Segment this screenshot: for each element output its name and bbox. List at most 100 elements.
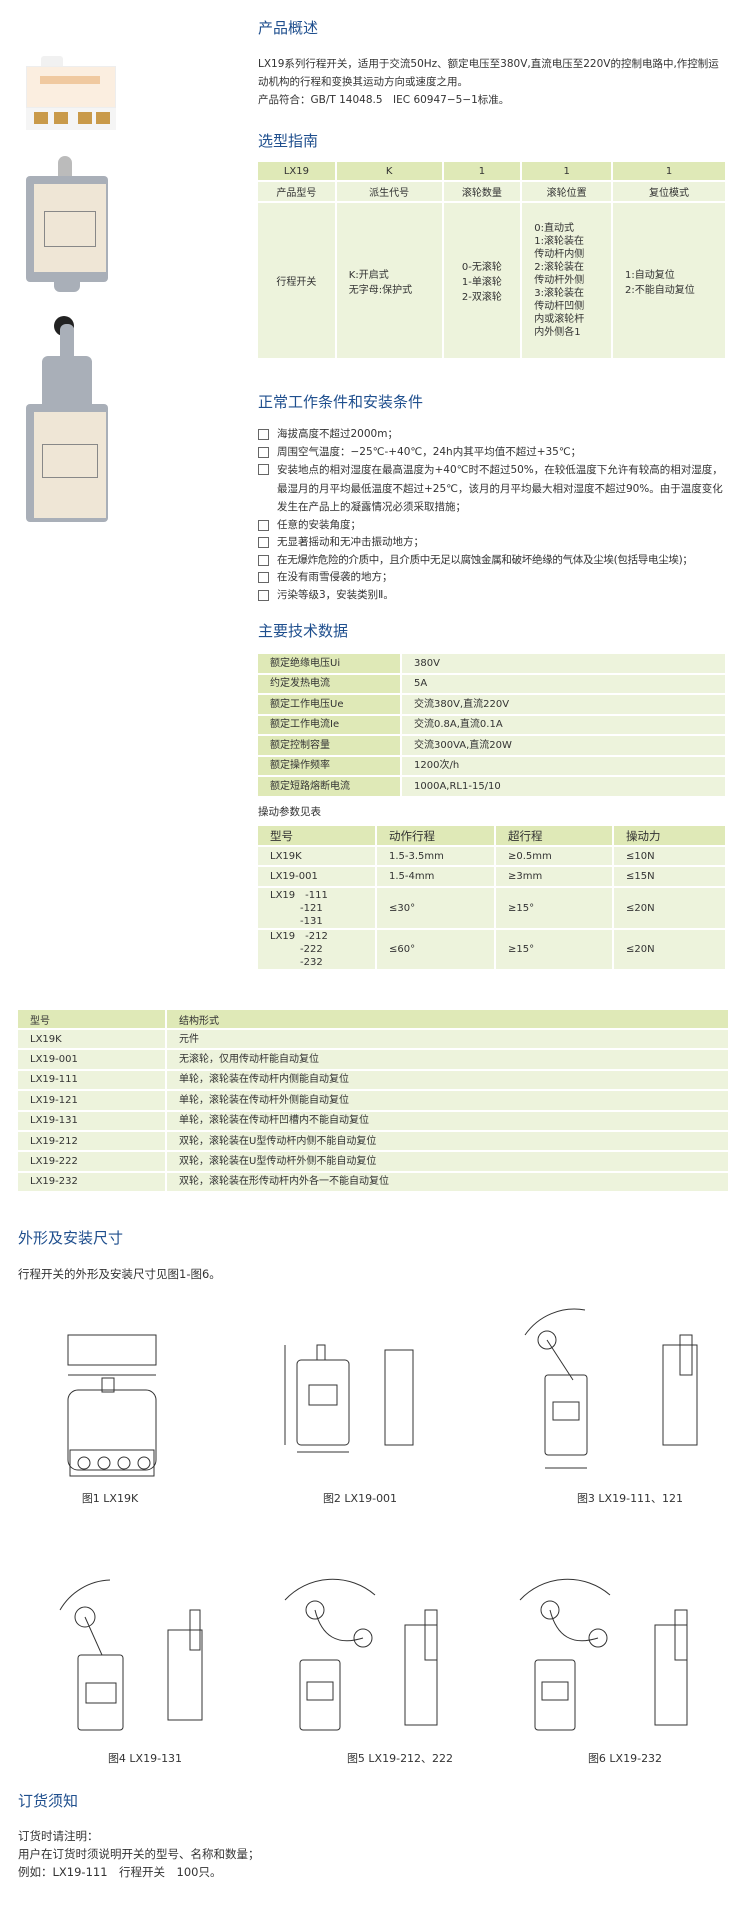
- header-cell: 结构形式: [167, 1010, 728, 1030]
- checkbox-icon: [258, 537, 269, 548]
- header-cell: 型号: [258, 826, 377, 847]
- value-cell: 1:自动复位 2:不能自动复位: [613, 203, 725, 360]
- table-cell: 约定发热电流: [258, 674, 402, 695]
- table-cell: 1.5-3.5mm: [377, 847, 496, 867]
- table-cell: ≤10N: [614, 847, 725, 867]
- tech-heading: 主要技术数据: [258, 622, 349, 640]
- product-photo-lx19k: [26, 56, 116, 130]
- checkbox-icon: [258, 589, 269, 601]
- checkbox-icon: [258, 446, 269, 458]
- condition-item: 在没有雨雪侵袭的地方；: [258, 569, 728, 587]
- table-row: 额定控制容量 交流300VA,直流20W: [258, 736, 725, 757]
- table-row: LX19 -212 -222 -232 ≤60° ≥15° ≤20N: [258, 930, 725, 971]
- header-cell: 超行程: [496, 826, 614, 847]
- figure-2-drawing: [284, 1344, 414, 1453]
- figure-4-caption: 图4 LX19-131: [107, 1752, 183, 1765]
- value-line: 传动杆凹侧: [534, 301, 585, 312]
- table-cell: ≤20N: [614, 930, 725, 971]
- table-cell: ≤15N: [614, 867, 725, 888]
- value-cell: K:开启式 无字母:保护式: [336, 203, 444, 360]
- table-cell: 1000A,RL1-15/10: [402, 777, 725, 798]
- header-cell: 动作行程: [377, 826, 496, 847]
- table-row: 额定操作频率 1200次/h: [258, 756, 725, 777]
- figure-6-drawing: [519, 1578, 688, 1731]
- table-cell: 额定工作电压Ue: [258, 695, 402, 716]
- table-cell: 双轮，滚轮装在U型传动杆内侧不能自动复位: [167, 1131, 728, 1153]
- value-line: 内外侧各1: [534, 327, 581, 338]
- table-row: LX19-131 单轮，滚轮装在传动杆凹槽内不能自动复位: [18, 1111, 728, 1132]
- table-cell: LX19-121: [18, 1091, 167, 1112]
- table-cell: ≥0.5mm: [496, 847, 614, 867]
- dimensions-intro: 行程开关的外形及安装尺寸见图1-图6。: [18, 1267, 221, 1281]
- table-cell: ≤60°: [377, 930, 496, 971]
- value-line: 1:滚轮装在: [534, 236, 585, 247]
- table-cell: ≥15°: [496, 930, 614, 971]
- order-line: 用户在订货时须说明开关的型号、名称和数量；: [18, 1847, 260, 1861]
- value-line: 0:直动式: [534, 223, 575, 234]
- table-cell: LX19 -111 -121 -131: [258, 888, 377, 930]
- table-cell: ≥15°: [496, 888, 614, 930]
- figure-6-caption: 图6 LX19-232: [587, 1752, 663, 1765]
- table-cell: 额定控制容量: [258, 736, 402, 757]
- value-line: 传动杆外侧: [534, 275, 585, 286]
- condition-text: 海拔高度不超过2000m；: [277, 428, 398, 440]
- value-line: 2-双滚轮: [461, 292, 502, 303]
- table-cell: 交流300VA,直流20W: [402, 736, 725, 757]
- product-photo-lx19-111: [26, 316, 108, 526]
- value-line: 无字母:保护式: [348, 284, 413, 296]
- operation-table: 型号 动作行程 超行程 操动力 LX19K 1.5-3.5mm ≥0.5mm ≤10N LX19…: [258, 826, 725, 971]
- code-cell: LX19: [258, 162, 337, 182]
- header-cell: 型号: [18, 1010, 167, 1030]
- header-cell: 产品型号: [258, 182, 337, 203]
- table-cell: LX19-232: [18, 1172, 167, 1194]
- condition-item: 污染等级3，安装类别Ⅱ。: [258, 587, 728, 605]
- header-cell: 操动力: [614, 826, 725, 847]
- condition-item: 安装地点的相对湿度在最高温度为+40℃时不超过50%，在较低温度下允许有较高的相…: [258, 461, 728, 517]
- overview-standard: 产品符合：GB/T 14048.5 IEC 60947−5−1标准。: [258, 94, 510, 106]
- table-cell: LX19-001: [18, 1050, 167, 1071]
- structure-table: 型号 结构形式 LX19K 元件 LX19-001 无滚轮，仅用传动杆能自动复位 LX19-…: [18, 1010, 728, 1194]
- order-heading: 订货须知: [18, 1792, 79, 1810]
- header-cell: 复位模式: [613, 182, 725, 203]
- figure-3-drawing: [524, 1308, 698, 1469]
- figure-1-caption: 图1 LX19K: [81, 1492, 139, 1505]
- code-cell: 1: [443, 162, 523, 182]
- code-cell: K: [336, 162, 444, 182]
- table-cell: 双轮，滚轮装在形传动杆内外各一不能自动复位: [167, 1172, 728, 1194]
- table-cell: LX19K: [18, 1030, 167, 1051]
- condition-text: 无显著摇动和无冲击振动地方；: [277, 536, 424, 548]
- table-cell: LX19-212: [18, 1131, 167, 1153]
- table-cell: 额定工作电流Ie: [258, 715, 402, 736]
- table-cell: 单轮，滚轮装在传动杆外侧能自动复位: [167, 1091, 728, 1112]
- table-cell: LX19-001: [258, 867, 377, 888]
- checkbox-icon: [258, 572, 269, 583]
- figure-2-caption: 图2 LX19-001: [322, 1492, 398, 1505]
- checkbox-icon: [258, 464, 269, 475]
- table-row: 额定工作电流Ie 交流0.8A,直流0.1A: [258, 715, 725, 736]
- table-cell: 额定绝缘电压Ui: [258, 654, 402, 675]
- header-cell: 滚轮数量: [443, 182, 523, 203]
- table-cell: 额定操作频率: [258, 756, 402, 777]
- value-line: 内或滚轮杆: [534, 314, 585, 325]
- tech-table: 额定绝缘电压Ui 380V 约定发热电流 5A 额定工作电压Ue 交流380V,直流220…: [258, 654, 725, 798]
- table-cell: LX19 -212 -222 -232: [258, 930, 377, 971]
- table-row: 约定发热电流 5A: [258, 674, 725, 695]
- condition-text: 任意的安装角度；: [277, 518, 361, 531]
- table-row: LX19-001 1.5-4mm ≥3mm ≤15N: [258, 867, 725, 888]
- value-line: 1:自动复位: [625, 269, 675, 281]
- table-cell: ≤30°: [377, 888, 496, 930]
- table-cell: LX19-222: [18, 1152, 167, 1173]
- selection-heading: 选型指南: [258, 132, 319, 150]
- value-line: 1-单滚轮: [461, 277, 502, 288]
- table-row: LX19-232 双轮，滚轮装在形传动杆内外各一不能自动复位: [18, 1172, 728, 1194]
- table-cell: 元件: [167, 1030, 728, 1051]
- table-cell: 双轮，滚轮装在U型传动杆外侧不能自动复位: [167, 1152, 728, 1173]
- dimensions-heading: 外形及安装尺寸: [18, 1229, 124, 1247]
- conditions-heading: 正常工作条件和安装条件: [258, 393, 424, 411]
- condition-text: 污染等级3，安装类别Ⅱ。: [277, 588, 394, 601]
- table-cell: 单轮，滚轮装在传动杆凹槽内不能自动复位: [167, 1111, 728, 1132]
- figure-5-drawing: [284, 1578, 438, 1731]
- table-row: LX19K 元件: [18, 1030, 728, 1051]
- table-row: LX19K 1.5-3.5mm ≥0.5mm ≤10N: [258, 847, 725, 867]
- header-cell: 滚轮位置: [522, 182, 614, 203]
